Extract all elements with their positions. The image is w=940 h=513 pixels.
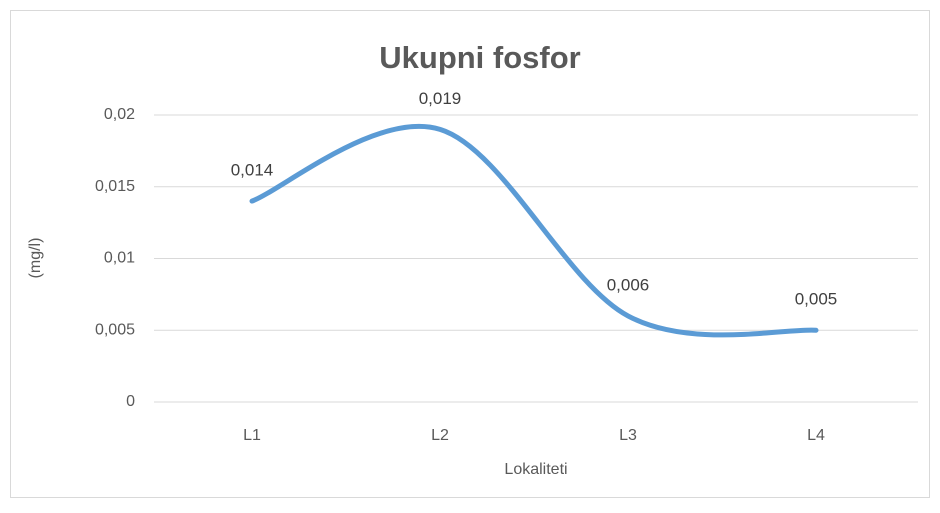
- x-tick-label: L4: [807, 427, 825, 444]
- x-axis-label: Lokaliteti: [504, 461, 567, 478]
- data-label: 0,019: [419, 89, 462, 108]
- y-tick-label: 0,02: [104, 106, 135, 123]
- line-series: [249, 124, 819, 338]
- chart-frame: [10, 10, 930, 498]
- y-tick-label: 0,005: [95, 321, 135, 338]
- data-label: 0,005: [795, 290, 838, 309]
- y-tick-label: 0,01: [104, 250, 135, 267]
- chart-title: Ukupni fosfor: [379, 40, 581, 75]
- y-tick-label: 0,015: [95, 178, 135, 195]
- y-axis-label: (mg/l): [27, 238, 44, 279]
- x-tick-label: L1: [243, 427, 261, 444]
- y-tick-label: 0: [126, 393, 135, 410]
- data-label: 0,006: [607, 275, 650, 294]
- data-label: 0,014: [231, 161, 274, 180]
- x-tick-label: L2: [431, 427, 449, 444]
- x-tick-label: L3: [619, 427, 637, 444]
